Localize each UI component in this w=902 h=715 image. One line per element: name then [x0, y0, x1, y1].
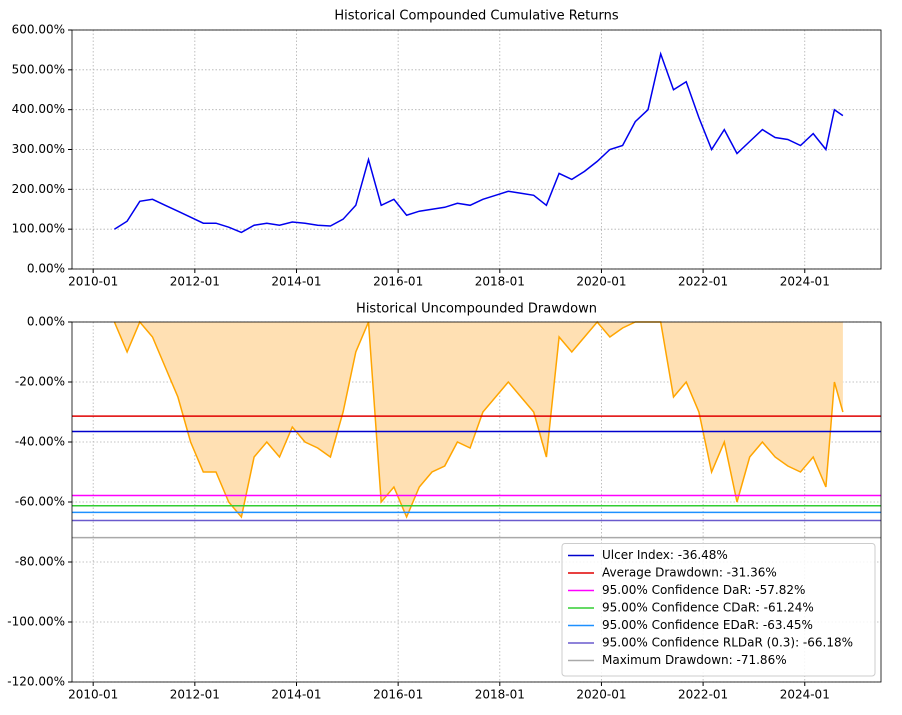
- legend-label: Maximum Drawdown: -71.86%: [602, 653, 787, 667]
- x-tick-label: 2018-01: [475, 275, 525, 289]
- x-tick-label: 2010-01: [68, 688, 118, 702]
- legend-label: 95.00% Confidence EDaR: -63.45%: [602, 618, 813, 632]
- x-tick-label: 2010-01: [68, 275, 118, 289]
- x-tick-label: 2012-01: [170, 275, 220, 289]
- y-tick-label: 0.00%: [27, 315, 65, 329]
- x-tick-label: 2022-01: [678, 688, 728, 702]
- y-tick-label: 400.00%: [12, 102, 65, 116]
- x-tick-label: 2014-01: [271, 275, 321, 289]
- y-tick-label: -100.00%: [7, 615, 65, 629]
- x-tick-label: 2022-01: [678, 275, 728, 289]
- y-tick-label: 300.00%: [12, 142, 65, 156]
- y-tick-label: -40.00%: [15, 435, 65, 449]
- x-tick-label: 2020-01: [576, 688, 626, 702]
- plot-frame: [71, 29, 882, 270]
- legend-label: 95.00% Confidence RLDaR (0.3): -66.18%: [602, 636, 853, 650]
- legend-label: 95.00% Confidence DaR: -57.82%: [602, 583, 805, 597]
- chart-title: Historical Uncompounded Drawdown: [356, 302, 597, 317]
- area-fill: [114, 322, 843, 517]
- legend-box: [561, 543, 876, 677]
- chart-title: Historical Compounded Cumulative Returns: [334, 9, 619, 24]
- y-tick-label: 200.00%: [12, 182, 65, 196]
- x-tick-label: 2014-01: [271, 688, 321, 702]
- legend-label: 95.00% Confidence CDaR: -61.24%: [602, 601, 814, 615]
- x-tick-label: 2020-01: [576, 275, 626, 289]
- y-tick-label: 0.00%: [27, 262, 65, 276]
- y-tick-label: -80.00%: [15, 555, 65, 569]
- y-tick-label: -20.00%: [15, 375, 65, 389]
- plot-frame: [71, 321, 882, 683]
- legend-label: Ulcer Index: -36.48%: [602, 548, 728, 562]
- legend-label: Average Drawdown: -31.36%: [602, 566, 777, 580]
- y-tick-label: 500.00%: [12, 62, 65, 76]
- x-tick-label: 2024-01: [780, 688, 830, 702]
- y-tick-label: -120.00%: [7, 675, 65, 689]
- x-tick-label: 2016-01: [373, 275, 423, 289]
- y-tick-label: -60.00%: [15, 495, 65, 509]
- legend: Ulcer Index: -36.48% Average Drawdown: -3…: [561, 543, 876, 677]
- y-tick-label: 100.00%: [12, 222, 65, 236]
- x-tick-label: 2024-01: [780, 275, 830, 289]
- x-tick-label: 2016-01: [373, 688, 423, 702]
- x-tick-label: 2018-01: [475, 688, 525, 702]
- data-line: [114, 51, 844, 234]
- x-tick-label: 2012-01: [170, 688, 220, 702]
- y-tick-label: 600.00%: [12, 23, 65, 37]
